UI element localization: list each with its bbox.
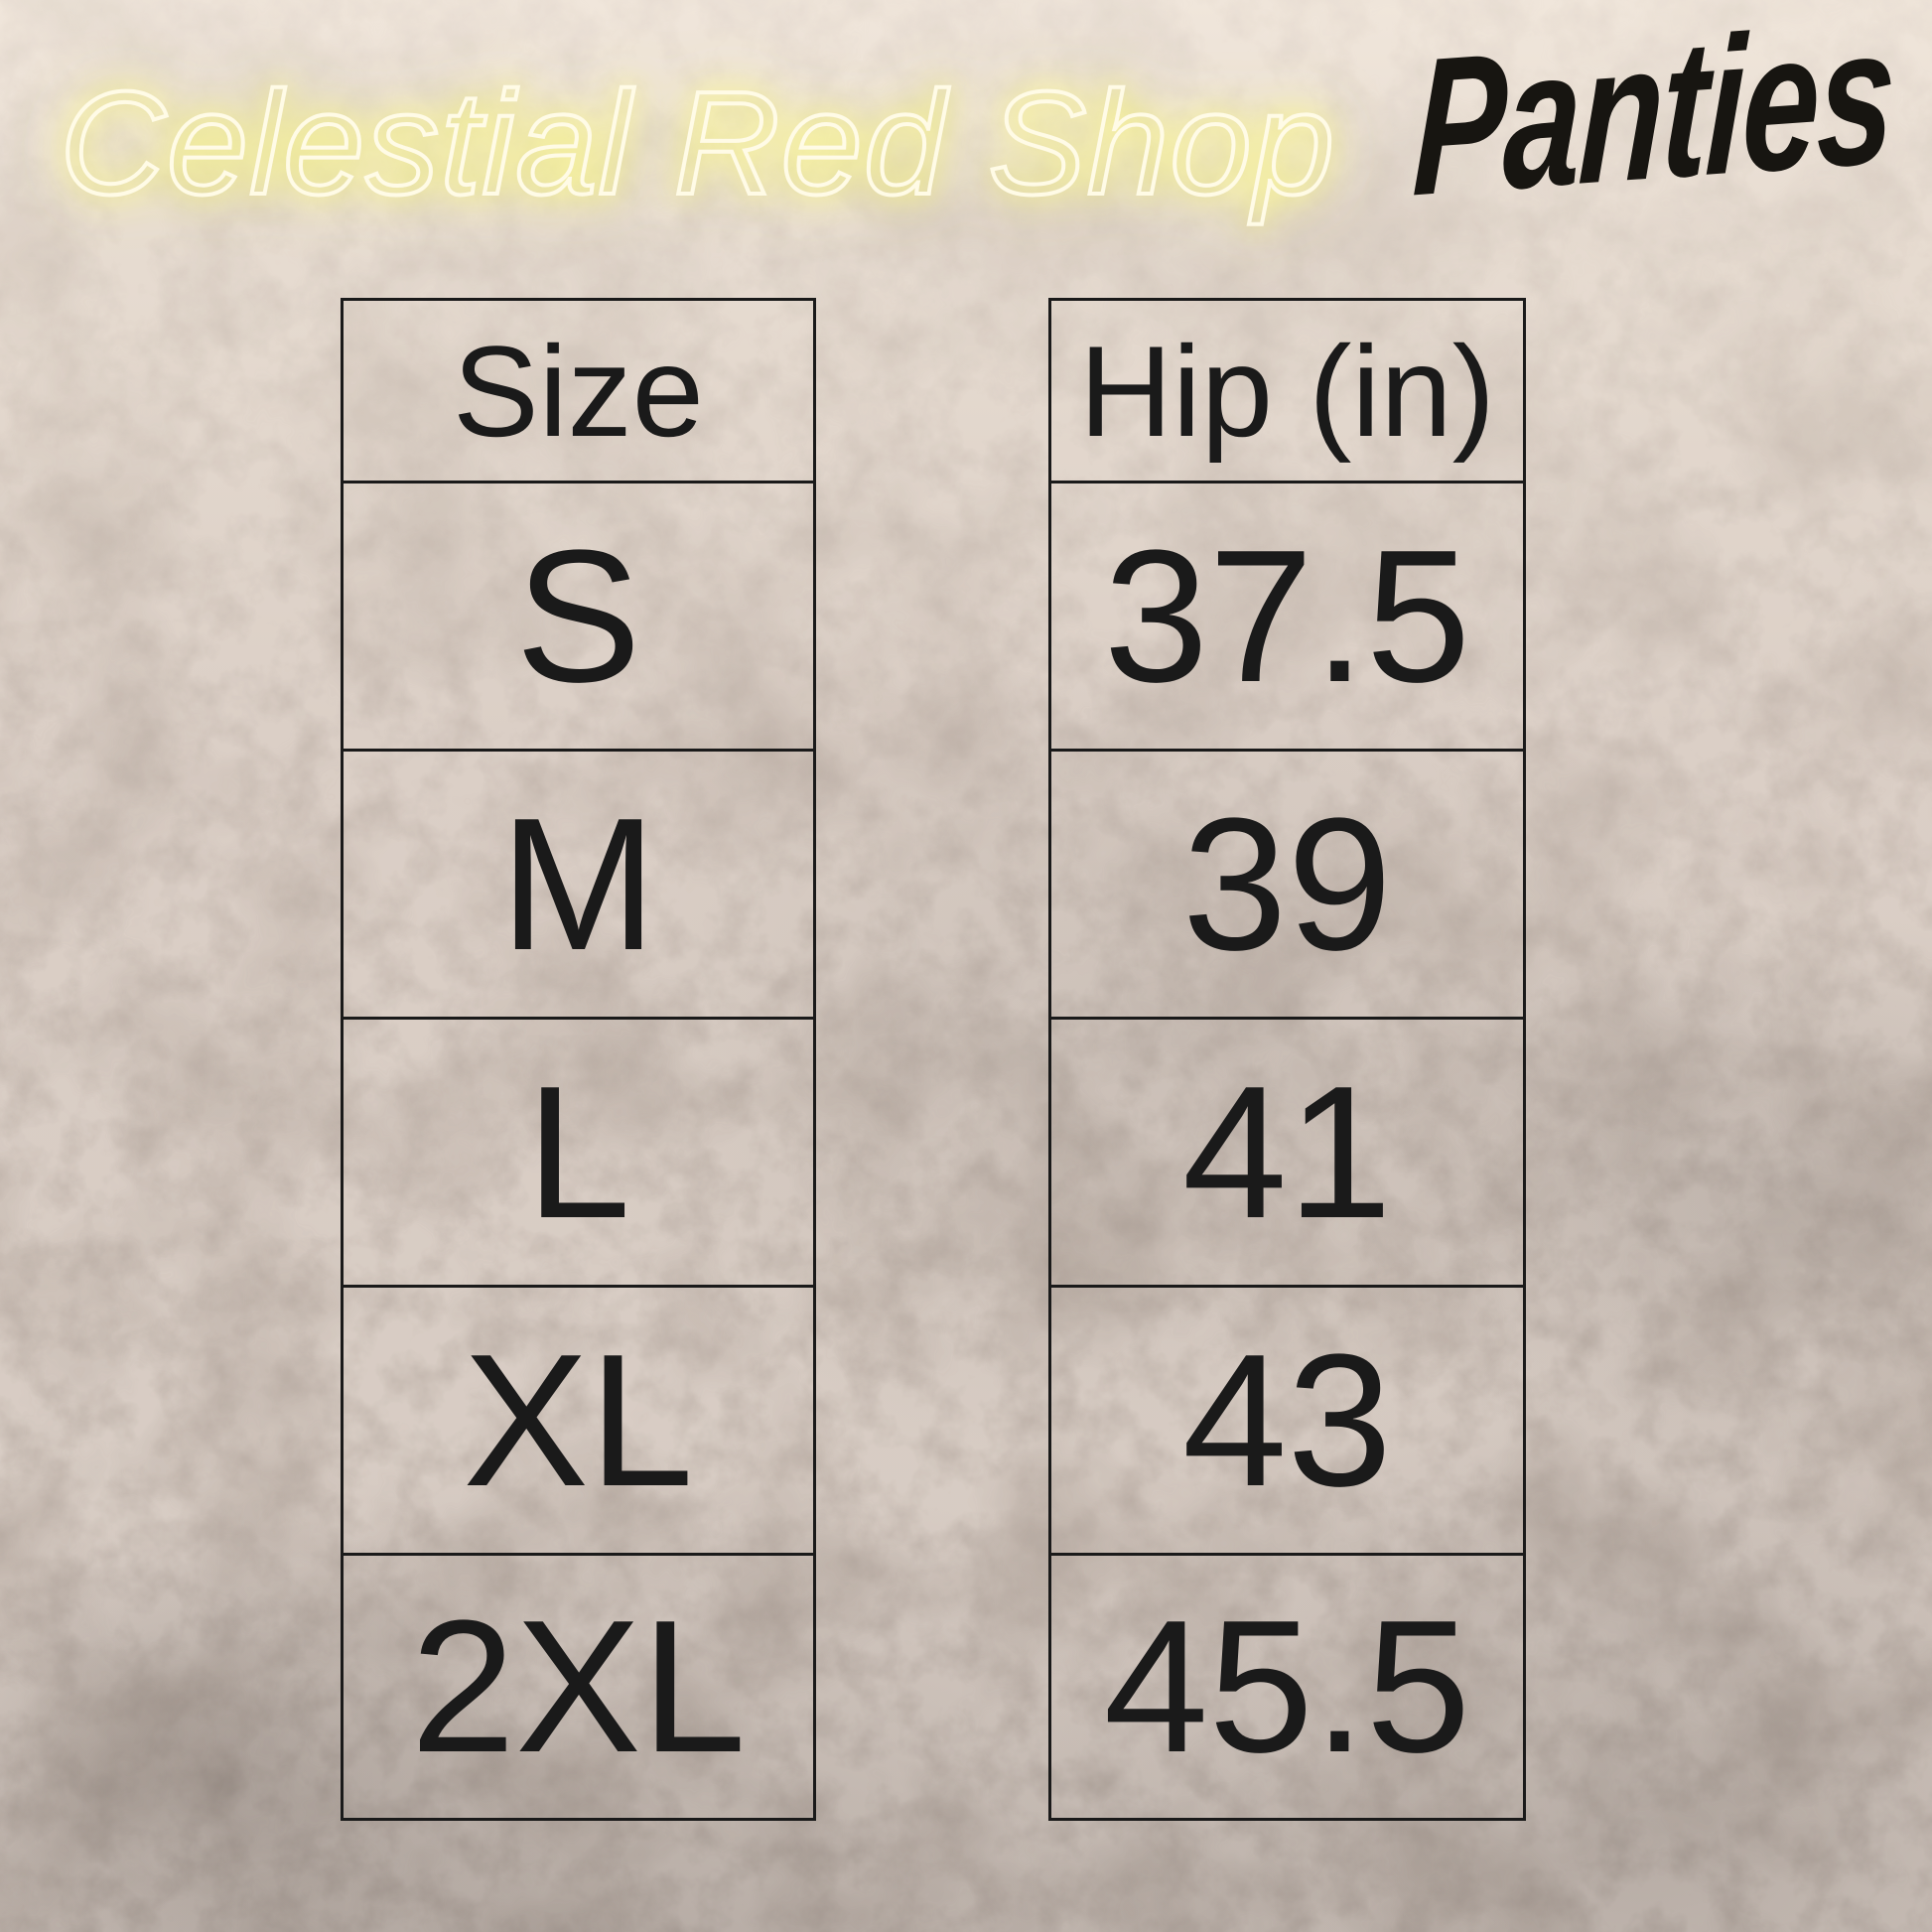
svg-text:Celestial Red Shop: Celestial Red Shop	[60, 62, 1335, 225]
